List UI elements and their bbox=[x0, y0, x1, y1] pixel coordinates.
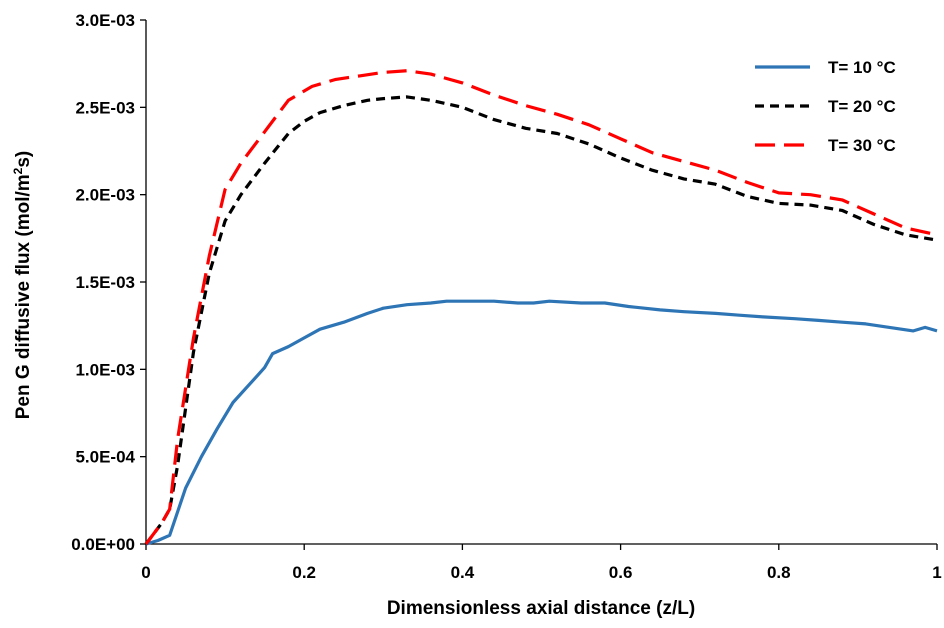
x-tick-label: 0.4 bbox=[451, 563, 475, 582]
x-tick-label: 0.8 bbox=[767, 563, 791, 582]
x-tick-label: 0.6 bbox=[609, 563, 633, 582]
x-tick-label: 0.2 bbox=[292, 563, 316, 582]
series-line-2 bbox=[144, 95, 938, 545]
x-axis-title: Dimensionless axial distance (z/L) bbox=[387, 598, 695, 619]
legend: T= 10 °C T= 20 °C T= 30 °C bbox=[755, 58, 896, 155]
y-tick-label: 2.0E-03 bbox=[75, 186, 135, 205]
y-tick-label: 0.0E+00 bbox=[71, 535, 135, 554]
y-tick-label: 3.0E-03 bbox=[75, 11, 135, 30]
y-axis-title-tail: s) bbox=[13, 151, 34, 168]
x-tick-label: 1 bbox=[932, 563, 941, 582]
y-tick-label: 1.0E-03 bbox=[75, 360, 135, 379]
y-axis-title: Pen G diffusive flux (mol/m2s) bbox=[11, 151, 34, 420]
axes bbox=[140, 19, 938, 550]
y-tick-label: 5.0E-04 bbox=[75, 448, 135, 467]
y-tick-label: 2.5E-03 bbox=[75, 98, 135, 117]
x-tick-label: 0 bbox=[141, 563, 150, 582]
y-axis-title-main: Pen G diffusive flux (mol/m bbox=[13, 174, 34, 419]
y-tick-label: 1.5E-03 bbox=[75, 273, 135, 292]
legend-label-1: T= 10 °C bbox=[828, 58, 896, 77]
series-line-1 bbox=[145, 299, 938, 546]
series-group bbox=[144, 69, 938, 546]
y-axis-title-superscript: 2 bbox=[11, 167, 25, 174]
legend-label-3: T= 30 °C bbox=[828, 136, 896, 155]
legend-label-2: T= 20 °C bbox=[828, 97, 896, 116]
series-line-3 bbox=[144, 69, 938, 545]
tick-labels: 0.0E+00 5.0E-04 1.0E-03 1.5E-03 2.0E-03 2.5E-… bbox=[71, 11, 942, 582]
